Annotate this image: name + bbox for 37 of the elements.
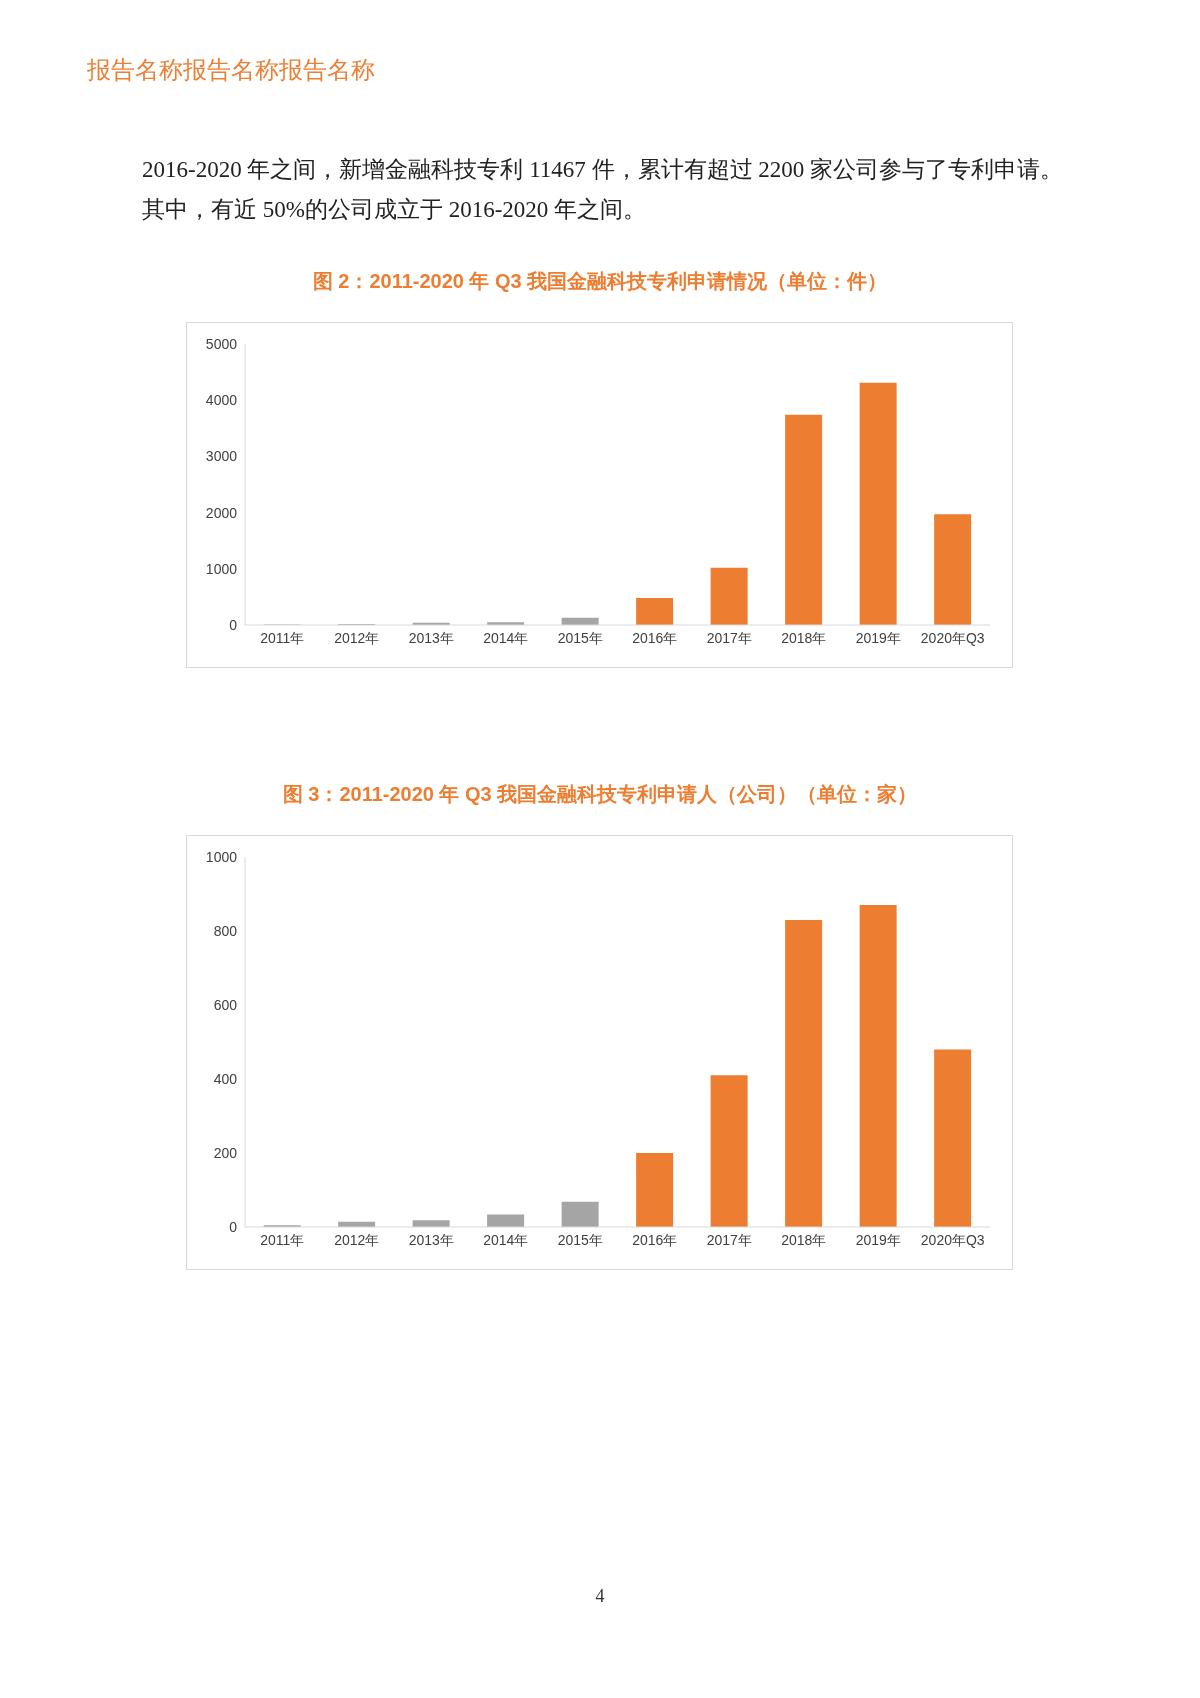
y-tick-label: 600 — [213, 996, 238, 1013]
chart-title: 图 2：2011-2020 年 Q3 我国金融科技专利申请情况（单位：件） — [311, 269, 889, 294]
y-tick-label: 0 — [229, 1218, 238, 1235]
y-tick-label: 200 — [213, 1144, 238, 1161]
x-tick-label: 2015年 — [557, 1231, 603, 1248]
y-tick-label: 5000 — [205, 335, 238, 352]
x-tick-label: 2018年 — [781, 629, 827, 646]
x-tick-label: 2014年 — [483, 1231, 529, 1248]
y-tick-label: 400 — [213, 1070, 238, 1087]
text: 4 — [594, 1586, 606, 1607]
text: 2016-2020 年之间，新增金融科技专利 11467 件，累计有超过 2200 家公司参与了专利申请。其中，有近 50%的公司成立于 2016-2020 年之间。 — [142, 156, 1065, 224]
x-tick-label: 2013年 — [408, 629, 454, 646]
y-tick-label: 4000 — [205, 392, 238, 409]
x-tick-label: 2014年 — [483, 629, 529, 646]
x-tick-label: 2017年 — [706, 629, 752, 646]
x-tick-label: 2019年 — [855, 629, 901, 646]
x-tick-label: 2019年 — [855, 1231, 901, 1248]
y-tick-label: 800 — [213, 922, 238, 939]
chart-title: 图 3：2011-2020 年 Q3 我国金融科技专利申请人（公司）（单位：家） — [281, 782, 919, 807]
y-tick-label: 0 — [229, 616, 238, 633]
y-tick-label: 1000 — [205, 848, 238, 865]
x-tick-label: 2016年 — [632, 1231, 678, 1248]
x-tick-label: 2015年 — [557, 629, 603, 646]
x-tick-label: 2020年Q3 — [920, 1231, 985, 1248]
x-tick-label: 2012年 — [334, 629, 380, 646]
x-tick-label: 2018年 — [781, 1231, 827, 1248]
x-tick-label: 2013年 — [408, 1231, 454, 1248]
text: 报告名称报告名称报告名称 — [87, 55, 375, 85]
y-tick-label: 1000 — [205, 560, 238, 577]
x-tick-label: 2020年Q3 — [920, 629, 985, 646]
x-tick-label: 2011年 — [260, 1231, 305, 1248]
y-tick-label: 2000 — [205, 504, 238, 521]
x-tick-label: 2017年 — [706, 1231, 752, 1248]
y-tick-label: 3000 — [205, 448, 238, 465]
x-tick-label: 2012年 — [334, 1231, 380, 1248]
x-tick-label: 2011年 — [260, 629, 305, 646]
x-tick-label: 2016年 — [632, 629, 678, 646]
